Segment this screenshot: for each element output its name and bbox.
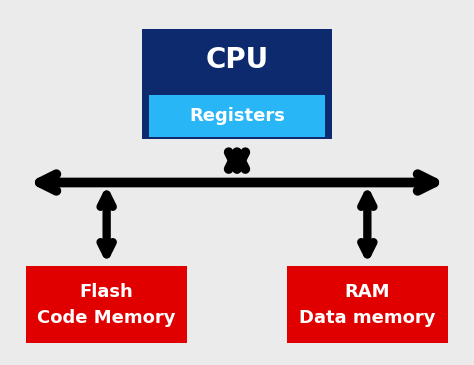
Text: Registers: Registers bbox=[189, 107, 285, 125]
Text: Code Memory: Code Memory bbox=[37, 308, 176, 327]
Text: RAM: RAM bbox=[345, 283, 390, 301]
FancyBboxPatch shape bbox=[142, 29, 332, 139]
Text: Flash: Flash bbox=[80, 283, 134, 301]
FancyBboxPatch shape bbox=[26, 266, 187, 343]
FancyBboxPatch shape bbox=[149, 95, 325, 137]
Text: Data memory: Data memory bbox=[299, 308, 436, 327]
FancyBboxPatch shape bbox=[287, 266, 448, 343]
Text: CPU: CPU bbox=[205, 46, 269, 74]
